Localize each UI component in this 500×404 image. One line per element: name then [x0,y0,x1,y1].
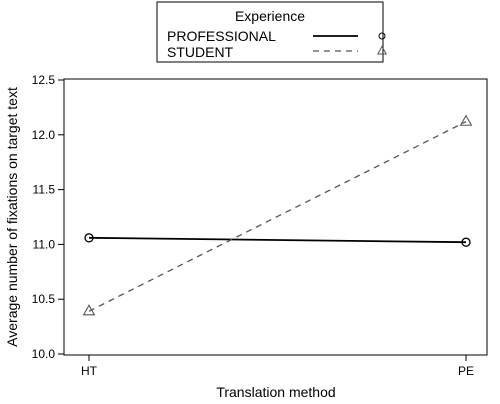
legend-box [156,1,384,63]
series-line-professional [88,236,467,244]
y-tick-label: 11.0 [33,237,56,251]
y-tick-label: 12.0 [32,128,56,142]
data-point-student-ht [82,304,96,316]
x-tick-label: HT [81,364,98,378]
legend-label-professional: PROFESSIONAL [167,28,276,44]
legend-marker-professional [378,32,386,40]
series-layer [82,114,473,316]
y-tick-label: 11.5 [33,183,56,197]
y-axis-title: Average number of fixations on target te… [4,87,20,347]
legend-marker-student [376,45,388,55]
plot-frame [63,78,488,356]
data-point-professional-ht [84,233,94,243]
legend-title: Experience [235,8,305,24]
data-point-professional-pe [461,237,471,247]
x-tick-label: PE [458,364,474,378]
x-axis: HT PE [81,355,474,378]
y-tick-label: 10.0 [32,347,56,361]
data-point-student-pe [459,114,473,126]
y-axis: 10.0 10.5 11.0 11.5 12.0 12.5 [32,73,64,361]
series-line-student [88,121,467,312]
y-tick-label: 10.5 [32,292,56,306]
legend-label-student: STUDENT [167,44,234,60]
y-tick-label: 12.5 [32,73,56,87]
x-axis-title: Translation method [216,384,335,400]
legend: Experience PROFESSIONAL STUDENT [156,1,388,63]
